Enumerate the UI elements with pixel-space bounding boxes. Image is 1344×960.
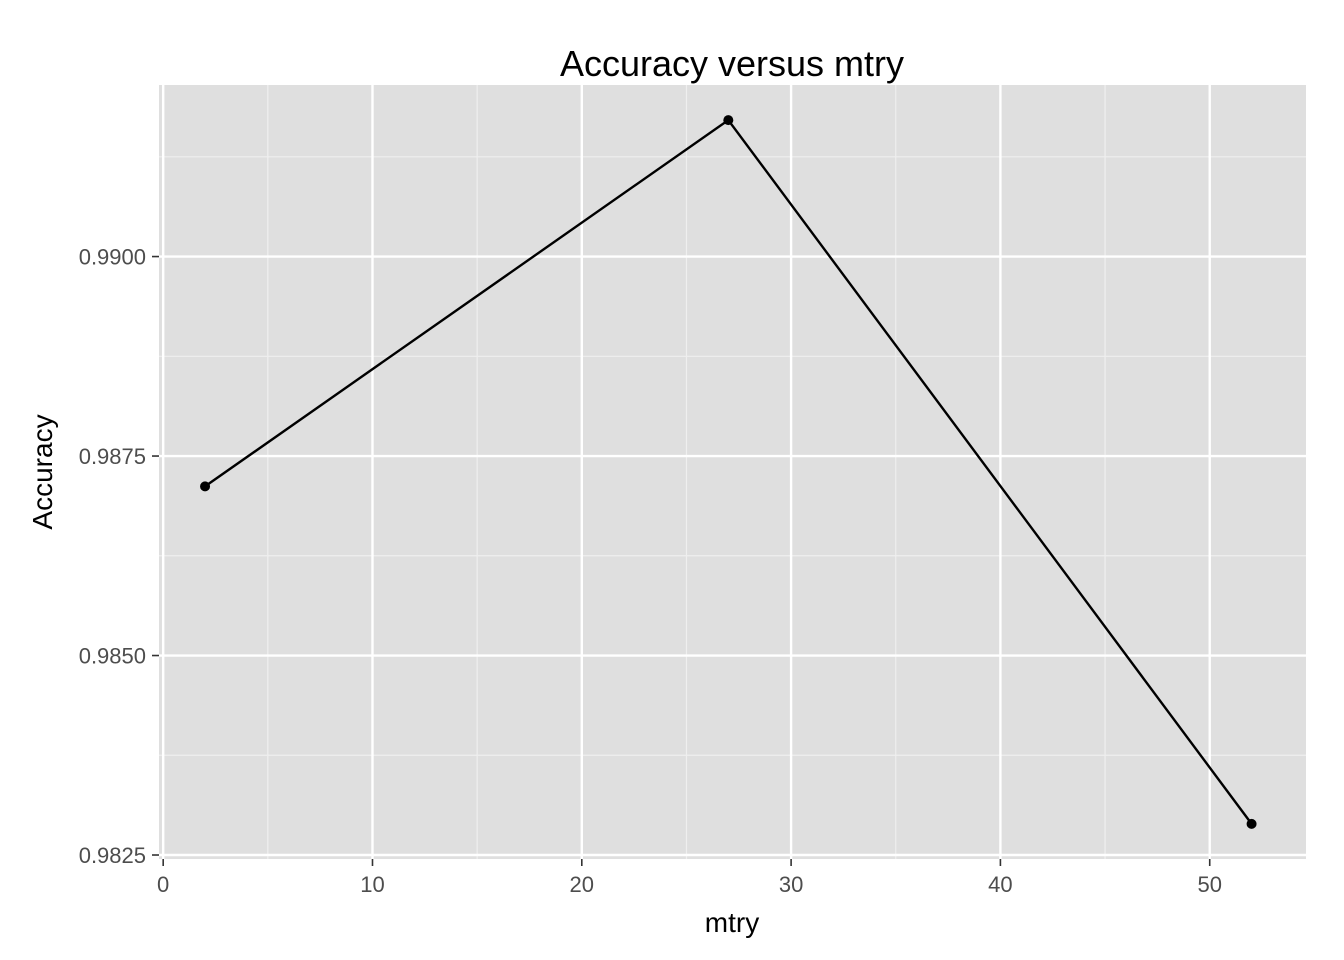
accuracy-point: [723, 115, 734, 126]
x-tick-label: 10: [360, 872, 384, 897]
x-axis-title: mtry: [705, 907, 759, 938]
y-tick-label: 0.9850: [79, 644, 146, 669]
series-accuracy: [200, 115, 1257, 829]
minor-gridlines: [159, 85, 1306, 859]
y-tick-label: 0.9875: [79, 444, 146, 469]
x-tick-label: 30: [779, 872, 803, 897]
x-tick-labels: 0 10 20 30 40 50: [157, 872, 1222, 897]
plot-panel: [159, 85, 1306, 859]
axis-ticks: [152, 255, 1211, 866]
x-tick-label: 40: [988, 872, 1012, 897]
chart-title: Accuracy versus mtry: [560, 43, 904, 84]
y-axis-title: Accuracy: [27, 414, 58, 529]
x-tick-label: 20: [570, 872, 594, 897]
y-tick-label: 0.9900: [79, 245, 146, 270]
x-tick-label: 50: [1197, 872, 1221, 897]
major-gridlines: [159, 85, 1306, 859]
y-tick-label: 0.9825: [79, 843, 146, 868]
x-tick-label: 0: [157, 872, 169, 897]
accuracy-point: [1246, 818, 1257, 829]
y-tick-labels: 0.9825 0.9850 0.9875 0.9900: [79, 245, 146, 868]
accuracy-point: [200, 481, 211, 492]
